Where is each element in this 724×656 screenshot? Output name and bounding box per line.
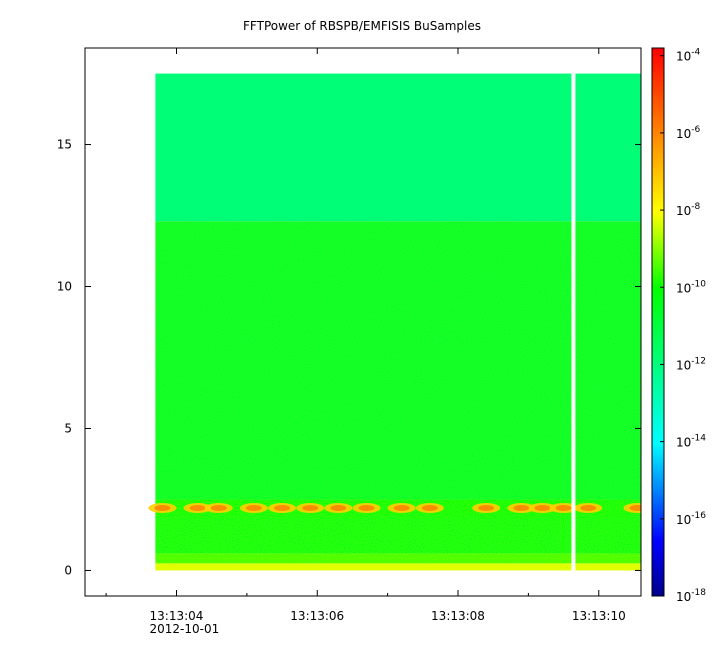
x-tick-label: 13:13:04 (150, 609, 204, 623)
y-tick-label: 5 (64, 421, 72, 435)
colorbar-tick-label: 10-18 (676, 588, 706, 604)
band-blob-core (534, 504, 551, 511)
band-blob-core (580, 504, 597, 511)
band-blob-core (274, 504, 291, 511)
colorbar-tick-label: 10-16 (676, 511, 706, 527)
colorbar-tick-label: 10-8 (676, 202, 701, 218)
colorbar-tick-label: 10-6 (676, 125, 701, 141)
x-tick-label: 13:13:08 (431, 609, 485, 623)
y-tick-label: 15 (57, 138, 72, 152)
spectrogram-noise (155, 221, 641, 500)
spectrogram-band-blobs (148, 72, 641, 572)
colorbar-tick-label: 10-4 (676, 48, 701, 64)
colorbar-axis: 10-4 10-6 10-8 10-10 10-12 10-14 10-16 10-18 (660, 48, 706, 604)
band-blob-core (189, 504, 206, 511)
band-blob-core (421, 504, 438, 511)
spectrogram-noise (155, 553, 641, 564)
band-blob-core (154, 504, 171, 511)
spectrogram-texture (155, 221, 641, 564)
band-blob-core (393, 504, 410, 511)
band-blob-core (245, 504, 262, 511)
band-blob-core (358, 504, 375, 511)
y-axis: 0 5 10 15 (57, 138, 641, 577)
band-blob-core (302, 504, 319, 511)
y-tick-label: 10 (57, 280, 72, 294)
band-blob-core (330, 504, 347, 511)
colorbar (651, 47, 665, 597)
colorbar-tick-label: 10-14 (676, 434, 706, 450)
x-tick-label: 13:13:06 (290, 609, 344, 623)
band-blob-core (210, 504, 227, 511)
x-tick-label: 13:13:10 (572, 609, 626, 623)
band-blob-core (555, 504, 572, 511)
chart-title: FFTPower of RBSPB/EMFISIS BuSamples (243, 19, 481, 33)
data-gap (571, 72, 576, 572)
spectrogram-region (155, 563, 641, 571)
spectrogram-noise (155, 516, 641, 554)
y-tick-label: 0 (64, 563, 72, 577)
band-blob-core (513, 504, 530, 511)
band-blob-core (478, 504, 495, 511)
colorbar-tick-label: 10-10 (676, 279, 706, 295)
x-tick-date-label: 2012-10-01 (149, 622, 219, 636)
colorbar-tick-label: 10-12 (676, 356, 706, 372)
band-blob-core (629, 504, 641, 511)
spectrogram-region (155, 73, 641, 222)
plot-frame (84, 47, 642, 597)
